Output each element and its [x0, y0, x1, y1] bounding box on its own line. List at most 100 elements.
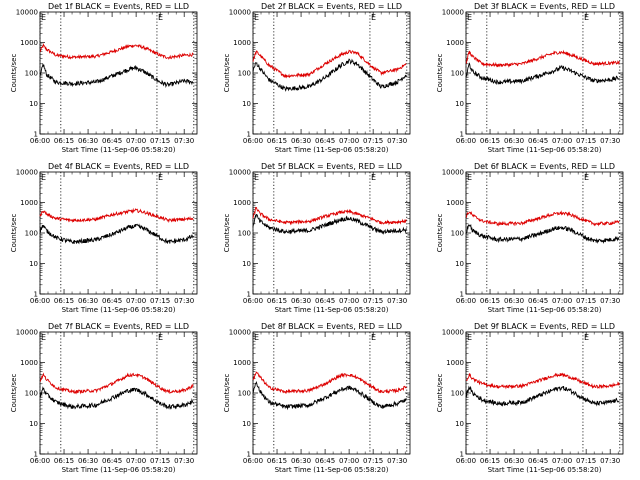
x-axis-label: Start Time (11-Sep-06 05:58:20): [62, 306, 176, 314]
y-tick-label: 1000: [233, 39, 251, 47]
events-series-line: [252, 381, 407, 411]
x-tick-label: 06:00: [243, 297, 263, 305]
time-marker-label: E: [371, 13, 376, 22]
y-tick-label: 10000: [16, 329, 38, 337]
x-tick-label: 07:30: [387, 137, 407, 145]
y-tick-label: 10: [455, 260, 464, 268]
x-tick-label: 06:00: [30, 137, 50, 145]
time-marker-label: E: [584, 13, 589, 22]
panel-det-3: Det 3f BLACK = Events, RED = LLD 1 10 100 10…: [436, 2, 624, 154]
x-tick-label: 06:45: [528, 137, 548, 145]
x-tick-label: 06:00: [30, 297, 50, 305]
y-tick-label: 10000: [229, 169, 251, 177]
events-series-line: [252, 58, 407, 92]
x-axis-label: Start Time (11-Sep-06 05:58:20): [488, 146, 602, 154]
x-tick-label: 06:15: [54, 457, 74, 465]
y-tick-label: 1000: [20, 39, 38, 47]
events-series-line: [465, 223, 620, 244]
lld-series-line: [39, 372, 194, 395]
lld-series-line: [252, 371, 407, 394]
x-tick-label: 06:15: [267, 137, 287, 145]
time-marker-label: E: [41, 173, 46, 182]
x-axis-label: Start Time (11-Sep-06 05:58:20): [62, 146, 176, 154]
x-tick-label: 07:15: [363, 297, 383, 305]
x-tick-label: 07:15: [576, 297, 596, 305]
x-tick-label: 06:45: [315, 457, 335, 465]
panel-title: Det 2f BLACK = Events, RED = LLD: [261, 2, 402, 11]
panel-det-6: Det 6f BLACK = Events, RED = LLD 1 10 100 10…: [436, 162, 624, 314]
panel-det-8: Det 8f BLACK = Events, RED = LLD 1 10 100 10…: [223, 322, 411, 474]
x-tick-label: 06:30: [291, 137, 311, 145]
x-tick-label: 07:30: [600, 457, 620, 465]
x-axis-label: Start Time (11-Sep-06 05:58:20): [275, 466, 389, 474]
x-tick-label: 07:15: [576, 137, 596, 145]
time-marker-label: E: [158, 333, 163, 342]
y-tick-label: 100: [25, 230, 38, 238]
y-tick-label: 1000: [20, 199, 38, 207]
panel-title: Det 5f BLACK = Events, RED = LLD: [261, 162, 402, 171]
y-axis-label: Counts/sec: [10, 374, 18, 413]
x-tick-label: 07:15: [150, 297, 170, 305]
x-tick-label: 06:00: [456, 297, 476, 305]
y-tick-label: 1: [34, 451, 38, 459]
panel-title: Det 6f BLACK = Events, RED = LLD: [474, 162, 615, 171]
lld-series-line: [39, 42, 194, 60]
y-tick-label: 10: [455, 420, 464, 428]
x-tick-label: 06:30: [504, 137, 524, 145]
x-tick-label: 06:00: [456, 137, 476, 145]
y-tick-label: 10000: [442, 9, 464, 17]
x-tick-label: 06:15: [480, 297, 500, 305]
x-tick-label: 06:00: [456, 457, 476, 465]
x-tick-label: 06:45: [102, 297, 122, 305]
x-tick-label: 07:30: [174, 137, 194, 145]
time-marker-label: E: [158, 173, 163, 182]
x-tick-label: 06:45: [315, 137, 335, 145]
y-tick-label: 10000: [442, 329, 464, 337]
panel-det-2: Det 2f BLACK = Events, RED = LLD 1 10 100 10…: [223, 2, 411, 154]
x-axis-label: Start Time (11-Sep-06 05:58:20): [275, 146, 389, 154]
y-tick-label: 10: [242, 420, 251, 428]
lld-series-line: [465, 49, 620, 68]
time-marker-label: E: [467, 173, 472, 182]
y-tick-label: 10000: [229, 9, 251, 17]
y-tick-label: 10: [455, 100, 464, 108]
y-tick-label: 10: [29, 100, 38, 108]
x-tick-label: 07:00: [339, 457, 359, 465]
x-tick-label: 07:30: [600, 137, 620, 145]
x-tick-label: 06:30: [78, 457, 98, 465]
y-tick-label: 1: [247, 451, 251, 459]
y-tick-label: 100: [238, 70, 251, 78]
time-marker-label: E: [584, 333, 589, 342]
x-tick-label: 06:15: [54, 137, 74, 145]
x-tick-label: 06:30: [291, 297, 311, 305]
x-tick-label: 07:15: [363, 457, 383, 465]
y-tick-label: 1000: [233, 199, 251, 207]
plot-frame: [252, 331, 411, 455]
x-tick-label: 07:15: [150, 457, 170, 465]
y-tick-label: 100: [25, 390, 38, 398]
time-marker-label: E: [254, 333, 259, 342]
y-tick-label: 1000: [446, 199, 464, 207]
x-tick-label: 06:30: [504, 297, 524, 305]
y-tick-label: 100: [451, 390, 464, 398]
y-axis-label: Counts/sec: [223, 54, 231, 93]
lld-series-line: [39, 207, 194, 224]
lld-series-line: [466, 372, 620, 390]
x-axis-label: Start Time (11-Sep-06 05:58:20): [62, 466, 176, 474]
y-axis-label: Counts/sec: [223, 374, 231, 413]
panel-det-5: Det 5f BLACK = Events, RED = LLD 1 10 100 10…: [223, 162, 411, 314]
time-marker-label: E: [254, 173, 259, 182]
x-tick-label: 07:15: [576, 457, 596, 465]
time-marker-label: E: [371, 173, 376, 182]
x-tick-label: 07:00: [339, 297, 359, 305]
x-tick-label: 07:30: [174, 297, 194, 305]
plot-frame: [252, 11, 411, 135]
x-tick-label: 06:15: [267, 297, 287, 305]
y-axis-label: Counts/sec: [436, 214, 444, 253]
x-axis-label: Start Time (11-Sep-06 05:58:20): [488, 466, 602, 474]
x-tick-label: 07:15: [363, 137, 383, 145]
time-marker-label: E: [41, 333, 46, 342]
events-series-line: [39, 223, 194, 245]
x-tick-label: 07:30: [387, 297, 407, 305]
